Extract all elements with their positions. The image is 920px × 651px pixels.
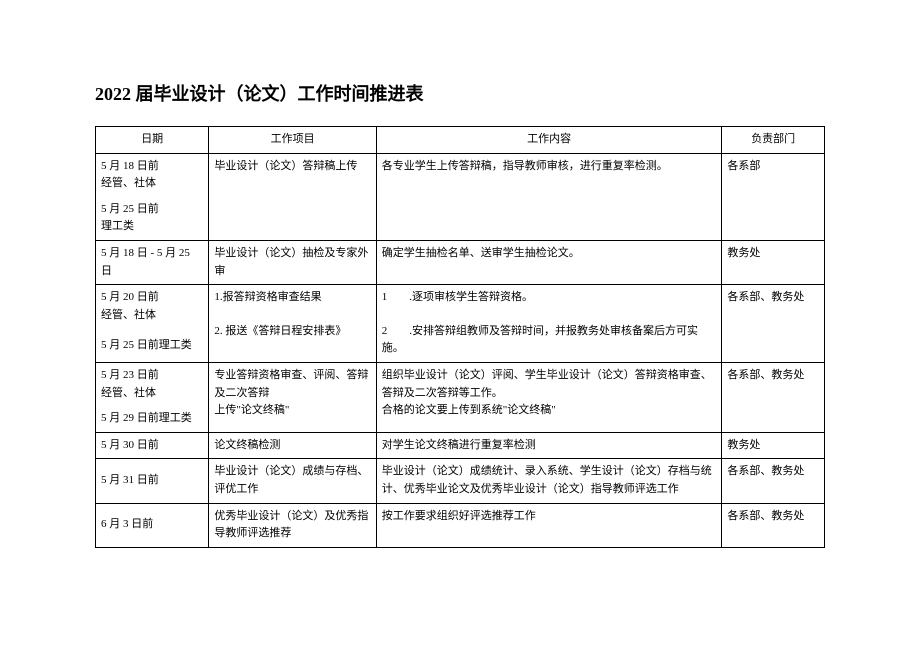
cell-dept: 教务处 [722,432,825,459]
cell-dept: 教务处 [722,240,825,284]
cell-date: 5 月 31 日前 [96,459,209,503]
cell-date: 5 月 25 日前 理工类 [96,197,209,241]
cell-date: 6 月 3 日前 [96,503,209,547]
cell-content: 按工作要求组织好评选推荐工作 [376,503,722,547]
cell-date: 5 月 18 日 - 5 月 25 日 [96,240,209,284]
cell-content: 1 .逐项审核学生答辩资格。 2 .安排答辩组教师及答辩时间，并报教务处审核备案… [376,285,722,363]
cell-project: 论文终稿检测 [209,432,376,459]
header-date: 日期 [96,127,209,154]
table-row: 5 月 20 日前 经管、社体 1.报答辩资格审查结果 2. 报送《答辩日程安排… [96,285,825,334]
cell-project: 毕业设计（论文）抽检及专家外审 [209,240,376,284]
cell-content: 对学生论文终稿进行重复率检测 [376,432,722,459]
table-row: 5 月 30 日前 论文终稿检测 对学生论文终稿进行重复率检测 教务处 [96,432,825,459]
table-header-row: 日期 工作项目 工作内容 负责部门 [96,127,825,154]
cell-dept: 各系部、教务处 [722,503,825,547]
cell-date: 5 月 30 日前 [96,432,209,459]
cell-date: 5 月 25 日前理工类 [96,333,209,362]
cell-dept: 各系部、教务处 [722,362,825,432]
table-row: 5 月 31 日前 毕业设计（论文）成绩与存档、评优工作 毕业设计（论文）成绩统… [96,459,825,503]
table-row: 5 月 23 日前 经管、社体 专业答辩资格审查、评阅、答辩及二次答辩 上传"论… [96,362,825,406]
page-title: 2022 届毕业设计（论文）工作时间推进表 [95,80,825,106]
cell-project: 毕业设计（论文）答辩稿上传 [209,153,376,240]
table-row: 5 月 18 日前 经管、社体 毕业设计（论文）答辩稿上传 各专业学生上传答辩稿… [96,153,825,197]
table-row: 6 月 3 日前 优秀毕业设计（论文）及优秀指导教师评选推荐 按工作要求组织好评… [96,503,825,547]
cell-content: 组织毕业设计（论文）评阅、学生毕业设计（论文）答辩资格审查、答辩及二次答辩等工作… [376,362,722,432]
cell-project: 1.报答辩资格审查结果 2. 报送《答辩日程安排表》 [209,285,376,363]
cell-dept: 各系部、教务处 [722,285,825,363]
cell-content: 确定学生抽检名单、送审学生抽检论文。 [376,240,722,284]
table-row: 5 月 18 日 - 5 月 25 日 毕业设计（论文）抽检及专家外审 确定学生… [96,240,825,284]
cell-dept: 各系部 [722,153,825,240]
cell-content: 各专业学生上传答辩稿，指导教师审核，进行重复率检测。 [376,153,722,240]
cell-project: 毕业设计（论文）成绩与存档、评优工作 [209,459,376,503]
cell-date: 5 月 18 日前 经管、社体 [96,153,209,197]
header-project: 工作项目 [209,127,376,154]
cell-dept: 各系部、教务处 [722,459,825,503]
cell-date: 5 月 20 日前 经管、社体 [96,285,209,334]
cell-content: 毕业设计（论文）成绩统计、录入系统、学生设计（论文）存档与统计、优秀毕业论文及优… [376,459,722,503]
cell-date: 5 月 29 日前理工类 [96,406,209,432]
header-content: 工作内容 [376,127,722,154]
cell-project: 优秀毕业设计（论文）及优秀指导教师评选推荐 [209,503,376,547]
schedule-table: 日期 工作项目 工作内容 负责部门 5 月 18 日前 经管、社体 毕业设计（论… [95,126,825,548]
header-department: 负责部门 [722,127,825,154]
cell-project: 专业答辩资格审查、评阅、答辩及二次答辩 上传"论文终稿" [209,362,376,432]
cell-date: 5 月 23 日前 经管、社体 [96,362,209,406]
